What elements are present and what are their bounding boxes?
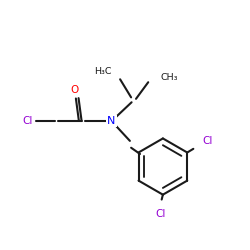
Text: Cl: Cl <box>155 209 166 219</box>
Text: Cl: Cl <box>202 136 213 146</box>
Text: H₃C: H₃C <box>94 68 112 76</box>
Text: CH₃: CH₃ <box>160 73 178 82</box>
Text: Cl: Cl <box>22 116 32 126</box>
Text: O: O <box>70 84 78 94</box>
Text: N: N <box>107 116 116 126</box>
